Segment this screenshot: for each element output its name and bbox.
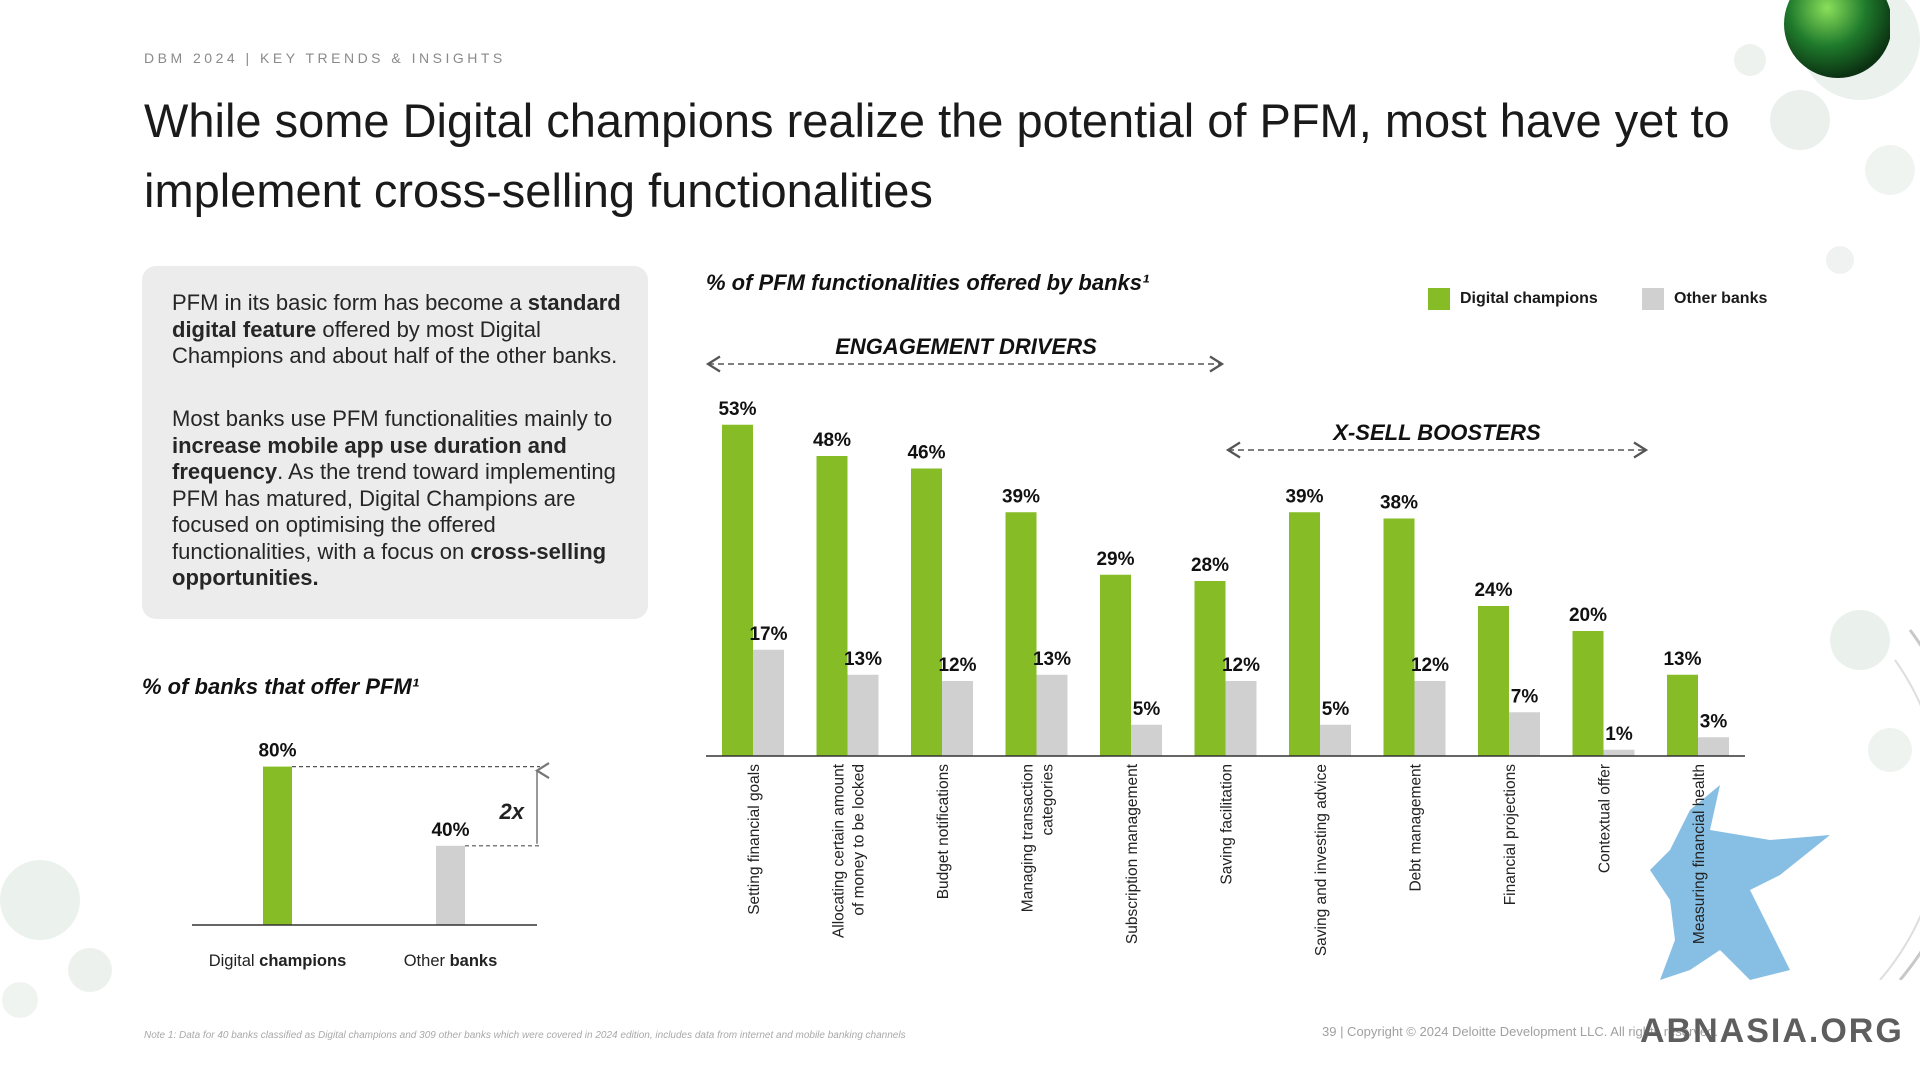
legend-digital: Digital champions — [1428, 288, 1598, 310]
callout-text: offered by most Digital Champions and ab… — [172, 316, 618, 369]
value-label-other: 5% — [1133, 699, 1161, 720]
bar-digital-champions — [911, 468, 942, 756]
bar-other-banks — [847, 674, 879, 756]
bar-other-banks — [1603, 749, 1635, 756]
category-label: categories — [1040, 764, 1057, 836]
bar-digital-champions — [1572, 631, 1604, 756]
callout-paragraph-2: Most banks use PFM functionalities mainl… — [172, 406, 632, 592]
bar-digital-champions — [816, 456, 848, 756]
legend-swatch-green — [1428, 288, 1450, 310]
category-label: Budget notifications — [935, 764, 952, 900]
small-category-label: Other banks — [404, 952, 498, 970]
bar-digital-champions — [1383, 518, 1415, 756]
value-label-digital: 39% — [1002, 486, 1040, 507]
value-label-digital: 38% — [1380, 493, 1418, 514]
category-label: Subscription management — [1124, 763, 1141, 944]
small-value-label: 80% — [258, 741, 296, 762]
category-label: Contextual offer — [1597, 764, 1614, 873]
bar-digital-champions — [1667, 674, 1698, 756]
bar-digital-champions — [722, 424, 753, 756]
value-label-digital: 13% — [1663, 649, 1701, 670]
value-label-digital: 48% — [813, 430, 851, 451]
callout-text: PFM in its basic form has become a — [172, 290, 528, 315]
category-label: Debt management — [1408, 763, 1425, 891]
callout-text: . As the trend toward implementing PFM h… — [172, 459, 616, 564]
value-label-other: 12% — [1222, 655, 1260, 676]
value-label-other: 3% — [1700, 711, 1728, 732]
multiplier-annotation: 2x — [499, 799, 525, 824]
bar-other-banks — [1414, 681, 1446, 756]
callout-text: Most banks use PFM functionalities mainl… — [172, 406, 613, 431]
category-label: Setting financial goals — [746, 764, 763, 915]
bar-digital-champions — [1289, 512, 1320, 756]
value-label-digital: 20% — [1569, 605, 1607, 626]
category-label: Saving and investing advice — [1313, 764, 1330, 956]
bar-other-banks — [1320, 724, 1351, 756]
value-label-other: 13% — [844, 649, 882, 670]
value-label-other: 5% — [1322, 699, 1350, 720]
callout-bold: standard digital feature — [172, 290, 621, 342]
value-label-other: 13% — [1033, 649, 1071, 670]
engagement-range-label: ENGAGEMENT DRIVERS — [835, 334, 1097, 359]
watermark: ABNASIA.ORG — [1640, 1012, 1904, 1050]
small-chart-title: % of banks that offer PFM¹ — [142, 674, 420, 699]
callout-bold: increase mobile app use duration and fre… — [172, 432, 567, 485]
xsell-range-label: X-SELL BOOSTERS — [1331, 420, 1541, 445]
value-label-other: 12% — [1411, 655, 1449, 676]
eyebrow: DBM 2024 | KEY TRENDS & INSIGHTS — [144, 50, 506, 66]
main-chart-title: % of PFM functionalities offered by bank… — [706, 270, 1150, 295]
bar-other-banks — [942, 681, 973, 756]
value-label-digital: 39% — [1285, 486, 1323, 507]
category-label: of money to be locked — [851, 764, 868, 916]
bar-other-banks — [436, 845, 465, 925]
copyright: 39 | Copyright © 2024 Deloitte Developme… — [1322, 1024, 1718, 1039]
legend-swatch-grey — [1642, 288, 1664, 310]
value-label-digital: 53% — [718, 399, 756, 420]
bar-digital-champions — [1005, 512, 1037, 756]
bar-digital-champions — [1194, 581, 1226, 756]
value-label-digital: 28% — [1191, 555, 1229, 576]
small-value-label: 40% — [431, 820, 469, 841]
category-label: Measuring financial health — [1691, 764, 1708, 944]
callout-paragraph-1: PFM in its basic form has become a stand… — [172, 290, 632, 370]
value-label-digital: 46% — [907, 443, 945, 464]
value-label-digital: 29% — [1096, 549, 1134, 570]
bar-other-banks — [1131, 724, 1162, 756]
legend-label: Other banks — [1674, 290, 1768, 307]
bar-digital-champions — [1100, 574, 1131, 756]
small-category-label: Digital champions — [209, 952, 347, 970]
category-label: Managing transaction — [1020, 764, 1037, 912]
value-label-other: 1% — [1605, 724, 1633, 745]
value-label-digital: 24% — [1474, 580, 1512, 601]
category-label: Allocating certain amount — [831, 763, 848, 938]
callout-box: PFM in its basic form has become a stand… — [142, 266, 648, 619]
bar-digital-champions — [263, 766, 292, 925]
legend-label: Digital champions — [1460, 290, 1598, 307]
bar-other-banks — [1509, 712, 1540, 756]
bar-other-banks — [1698, 737, 1729, 756]
category-label: Saving facilitation — [1219, 764, 1236, 885]
value-label-other: 7% — [1511, 686, 1539, 707]
value-label-other: 17% — [749, 624, 787, 645]
legend-other: Other banks — [1642, 288, 1767, 310]
page-title: While some Digital champions realize the… — [144, 94, 1730, 217]
callout-bold: cross-selling opportunities. — [172, 538, 607, 591]
bar-digital-champions — [1478, 606, 1509, 756]
footnote: Note 1: Data for 40 banks classified as … — [144, 1030, 906, 1041]
value-label-other: 12% — [938, 655, 976, 676]
category-label: Financial projections — [1502, 764, 1519, 906]
bar-other-banks — [753, 649, 784, 756]
bar-other-banks — [1225, 681, 1257, 756]
bar-other-banks — [1036, 674, 1068, 756]
